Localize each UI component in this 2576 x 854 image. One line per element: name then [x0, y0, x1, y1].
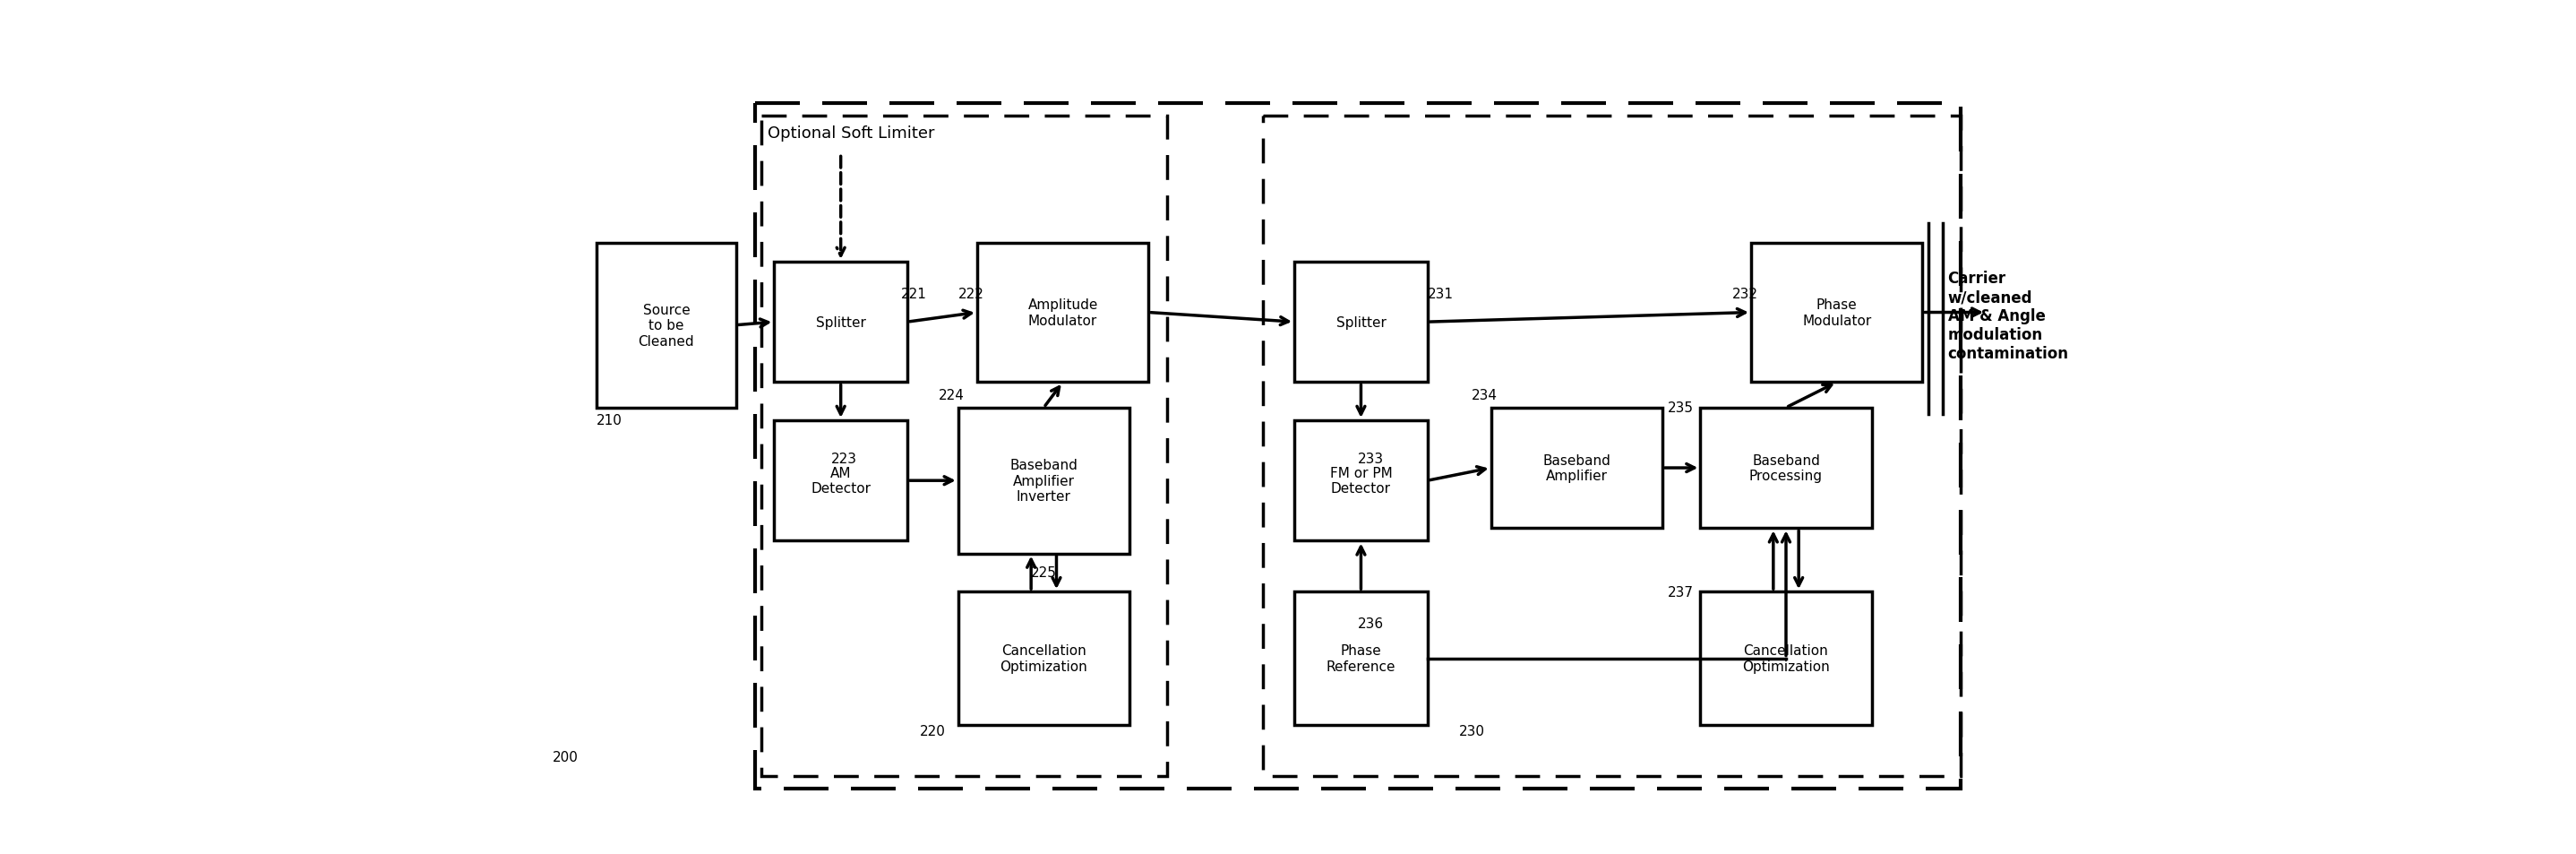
Text: 231: 231	[1427, 287, 1453, 301]
Text: 237: 237	[1669, 585, 1695, 599]
Text: Source
to be
Cleaned: Source to be Cleaned	[639, 303, 696, 348]
Text: 230: 230	[1458, 725, 1484, 738]
Text: 236: 236	[1358, 617, 1383, 630]
Text: Splitter: Splitter	[817, 316, 866, 329]
Text: Carrier
w/cleaned
AM & Angle
modulation
contamination: Carrier w/cleaned AM & Angle modulation …	[1947, 271, 2069, 361]
Text: Baseband
Amplifier: Baseband Amplifier	[1543, 453, 1610, 483]
Text: 225: 225	[1030, 566, 1056, 580]
Bar	[1293, 262, 1427, 383]
Text: 232: 232	[1731, 287, 1757, 301]
Text: Baseband
Processing: Baseband Processing	[1749, 453, 1824, 483]
Bar	[598, 243, 737, 408]
Text: 222: 222	[958, 287, 984, 301]
Text: 220: 220	[920, 725, 945, 738]
Text: Phase
Reference: Phase Reference	[1327, 644, 1396, 673]
Text: 234: 234	[1471, 389, 1497, 402]
Text: 233: 233	[1358, 452, 1383, 465]
Bar	[1700, 592, 1873, 725]
Text: Cancellation
Optimization: Cancellation Optimization	[1741, 644, 1829, 673]
Text: Amplitude
Modulator: Amplitude Modulator	[1028, 298, 1097, 327]
Bar	[1293, 592, 1427, 725]
Text: 210: 210	[598, 414, 623, 427]
Text: Cancellation
Optimization: Cancellation Optimization	[999, 644, 1087, 673]
Bar	[775, 421, 907, 541]
Bar	[958, 592, 1128, 725]
Bar	[1752, 243, 1922, 383]
Bar	[958, 408, 1128, 553]
Text: 224: 224	[938, 389, 963, 402]
Text: FM or PM
Detector: FM or PM Detector	[1329, 466, 1391, 495]
Bar	[775, 262, 907, 383]
Text: 200: 200	[551, 750, 577, 763]
Bar	[762, 116, 1167, 775]
Text: Optional Soft Limiter: Optional Soft Limiter	[768, 126, 935, 142]
Text: 235: 235	[1669, 401, 1695, 415]
Bar	[976, 243, 1149, 383]
Bar	[1700, 408, 1873, 529]
Bar	[1293, 421, 1427, 541]
Text: Baseband
Amplifier
Inverter: Baseband Amplifier Inverter	[1010, 459, 1077, 503]
Bar	[1262, 116, 1960, 775]
Text: Splitter: Splitter	[1337, 316, 1386, 329]
Text: AM
Detector: AM Detector	[811, 466, 871, 495]
Text: 223: 223	[832, 452, 858, 465]
Bar	[755, 103, 1960, 788]
Bar	[1492, 408, 1662, 529]
Text: Phase
Modulator: Phase Modulator	[1803, 298, 1870, 327]
Text: 221: 221	[902, 287, 927, 301]
